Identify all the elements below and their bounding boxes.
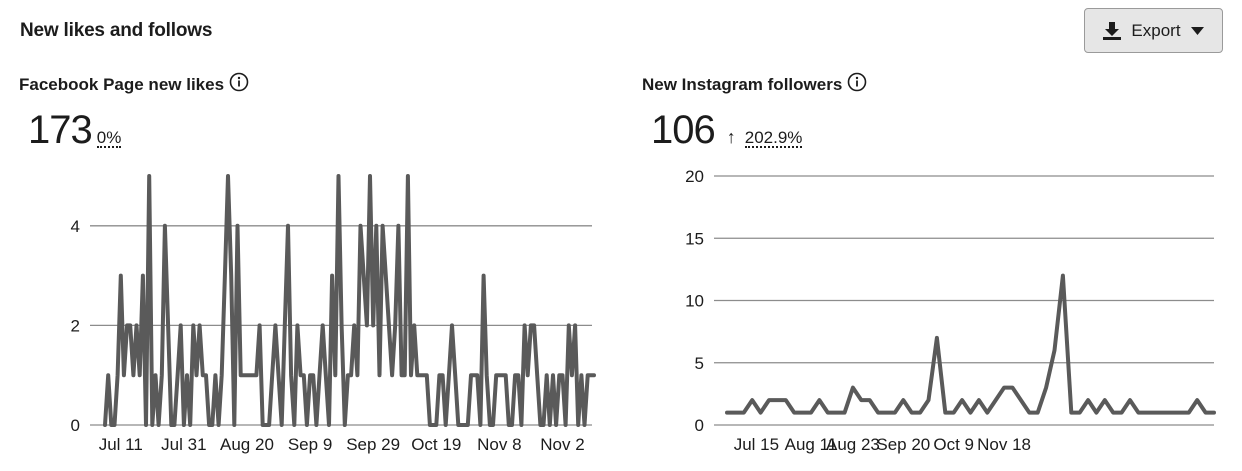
instagram-kpi: 106 ↑ 202.9%	[651, 108, 803, 153]
instagram-panel-title: New Instagram followers	[642, 72, 867, 97]
ig-series-line	[725, 273, 1216, 415]
fb-y-tick-label: 0	[71, 416, 80, 435]
instagram-title-text: New Instagram followers	[642, 74, 843, 94]
fb-x-tick-label: Aug 20	[220, 435, 274, 454]
ig-y-tick-label: 5	[695, 354, 704, 373]
up-arrow-icon: ↑	[726, 127, 736, 147]
instagram-total: 106	[651, 108, 716, 152]
export-button[interactable]: Export	[1084, 8, 1223, 53]
fb-x-tick-label: Nov 8	[477, 435, 521, 454]
ig-x-tick-label: Aug 23	[826, 435, 880, 454]
fb-series-line	[103, 174, 596, 427]
ig-x-tick-label: Oct 9	[933, 435, 974, 454]
fb-y-tick-label: 4	[71, 217, 80, 236]
info-icon[interactable]	[847, 72, 867, 97]
download-icon	[1103, 21, 1122, 41]
fb-x-tick-label: Nov 2	[540, 435, 584, 454]
ig-y-tick-label: 15	[685, 229, 704, 248]
ig-x-tick-label: Jul 15	[734, 435, 779, 454]
facebook-total: 173	[28, 108, 93, 152]
caret-down-icon	[1190, 26, 1204, 35]
facebook-change[interactable]: 0%	[96, 128, 122, 148]
facebook-title-text: Facebook Page new likes	[19, 74, 225, 94]
fb-y-tick-label: 2	[71, 316, 80, 335]
export-label: Export	[1131, 20, 1181, 40]
fb-x-tick-label: Sep 9	[288, 435, 332, 454]
fb-x-tick-label: Oct 19	[411, 435, 461, 454]
ig-y-tick-label: 0	[695, 416, 704, 435]
ig-x-tick-label: Nov 18	[977, 435, 1031, 454]
instagram-change[interactable]: 202.9%	[744, 128, 803, 148]
fb-x-tick-label: Jul 11	[99, 435, 143, 454]
ig-y-tick-label: 10	[685, 292, 704, 311]
info-icon[interactable]	[229, 72, 249, 97]
section-title: New likes and follows	[20, 20, 213, 41]
facebook-kpi: 173 0%	[28, 108, 122, 153]
ig-x-tick-label: Aug 11	[785, 435, 838, 454]
fb-x-tick-label: Sep 29	[346, 435, 400, 454]
fb-x-tick-label: Jul 31	[161, 435, 206, 454]
facebook-panel-title: Facebook Page new likes	[19, 72, 249, 97]
ig-x-tick-label: Sep 20	[876, 435, 930, 454]
ig-y-tick-label: 20	[685, 167, 704, 186]
